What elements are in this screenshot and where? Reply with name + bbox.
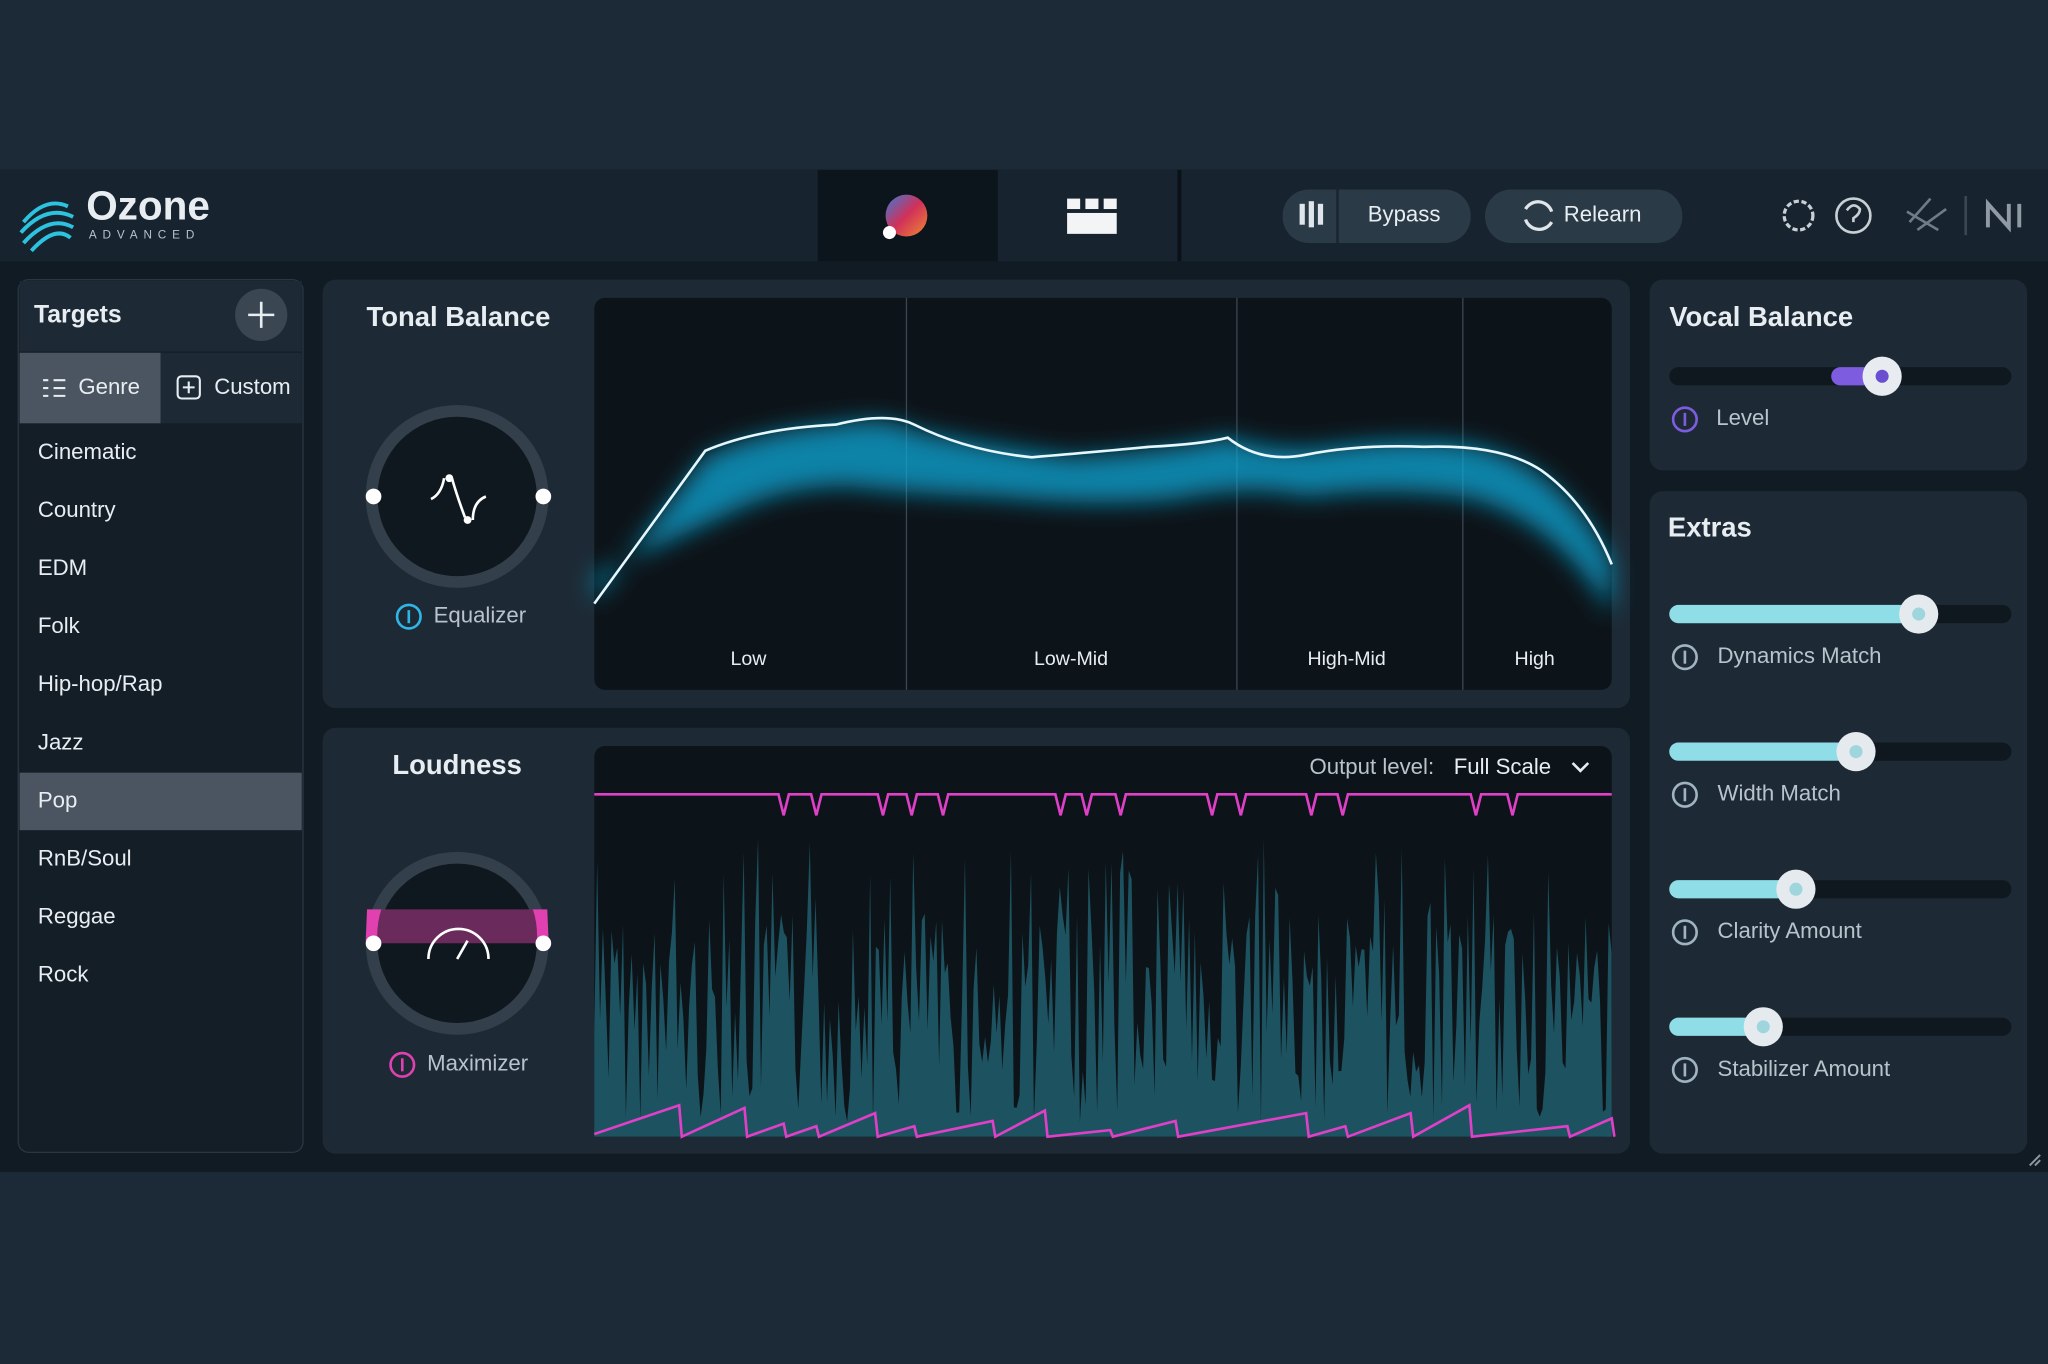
eq-node [463, 516, 472, 524]
thumb-dot [1849, 745, 1863, 759]
compare-icon [1299, 201, 1324, 228]
power-icon[interactable] [1671, 406, 1698, 433]
genre-item[interactable]: Pop [38, 787, 77, 812]
gain-reduction [593, 1103, 1616, 1139]
module-label: Equalizer [434, 603, 527, 628]
tab-label: Custom [214, 374, 290, 399]
header-bar [0, 169, 2048, 262]
module-label: Maximizer [427, 1051, 529, 1076]
custom-plus [182, 381, 195, 394]
target-range [594, 421, 1612, 615]
genre-item[interactable]: RnB/Soul [38, 845, 132, 870]
bypass-button[interactable] [1282, 189, 1471, 244]
control-label: Width Match [1718, 781, 1841, 806]
genre-item[interactable]: Hip-hop/Rap [38, 671, 163, 696]
power-icon[interactable] [395, 603, 422, 630]
selected-row [19, 772, 302, 831]
eq-node [445, 474, 454, 483]
meter-glyph [427, 927, 490, 959]
assistant-orb [885, 194, 928, 237]
thumb-dot [1756, 1020, 1770, 1034]
bypass-label: Bypass [1368, 201, 1441, 226]
thumb-dot [1789, 882, 1803, 896]
dropdown-caret[interactable] [1571, 762, 1590, 773]
control-label: Level [1716, 405, 1769, 430]
band-label: Low [730, 648, 767, 670]
list-icon [43, 379, 66, 397]
band-label: High-Mid [1307, 648, 1385, 670]
panel-title: Loudness [392, 749, 521, 780]
genre-item[interactable]: Jazz [38, 729, 84, 754]
link-icon[interactable] [1906, 197, 1947, 232]
eq-glyph [430, 477, 487, 521]
control-label: Stabilizer Amount [1718, 1056, 1891, 1081]
band-label: Low-Mid [1034, 648, 1108, 670]
waveform [594, 838, 1612, 1137]
tab-label: Genre [78, 374, 140, 399]
orb-dot [882, 226, 896, 240]
relearn-label: Relearn [1564, 201, 1642, 226]
panel-title: Vocal Balance [1669, 301, 1853, 332]
genre-item[interactable]: EDM [38, 555, 87, 580]
slider-fill [1669, 604, 1919, 624]
thumb-dot [1912, 607, 1926, 621]
power-icon[interactable] [389, 1051, 416, 1078]
spectrum-curve [593, 416, 1613, 605]
genre-item[interactable]: Reggae [38, 903, 116, 928]
genre-item[interactable]: Folk [38, 613, 81, 638]
band-label: High [1515, 648, 1555, 670]
genre-item[interactable]: Country [38, 497, 117, 522]
thumb-dot [1875, 369, 1889, 383]
meter-needle [456, 940, 469, 960]
logo: Ozone [86, 183, 210, 229]
targets-panel [17, 278, 304, 1153]
help-glyph [1845, 204, 1862, 223]
ni-logo [1985, 198, 2022, 233]
power-icon[interactable] [1671, 781, 1698, 808]
output-value[interactable]: Full Scale [1454, 754, 1551, 779]
control-label: Clarity Amount [1718, 918, 1862, 943]
panel-title: Extras [1668, 511, 1752, 542]
knob-handle [535, 488, 552, 505]
power-icon[interactable] [1671, 1056, 1698, 1083]
resize-grip[interactable] [2029, 1154, 2041, 1167]
limiter-line [594, 793, 1612, 816]
extras-panel [1649, 491, 2028, 1154]
knob-handle [535, 935, 552, 952]
gain-fill [377, 909, 538, 944]
modules-tab[interactable] [1067, 198, 1117, 234]
power-icon[interactable] [1671, 919, 1698, 946]
plus-icon [248, 301, 275, 328]
settings-icon[interactable] [1782, 199, 1815, 232]
custom-icon [176, 375, 201, 400]
relearn-icon [1524, 200, 1554, 231]
output-label: Output level: [1310, 754, 1435, 779]
edition: ADVANCED [89, 228, 200, 241]
knob-handle [365, 935, 382, 952]
knob-handle [365, 488, 382, 505]
power-icon[interactable] [1671, 644, 1698, 671]
slider-fill [1669, 1017, 1764, 1036]
genre-item[interactable]: Rock [38, 961, 89, 986]
logo-mark [19, 201, 75, 253]
slider-fill [1669, 742, 1856, 761]
help-icon[interactable] [1835, 197, 1872, 234]
control-label: Dynamics Match [1718, 643, 1882, 668]
panel-title: Tonal Balance [367, 301, 551, 332]
slider-fill [1669, 880, 1796, 899]
targets-title: Targets [34, 302, 122, 329]
genre-item[interactable]: Cinematic [38, 439, 137, 464]
